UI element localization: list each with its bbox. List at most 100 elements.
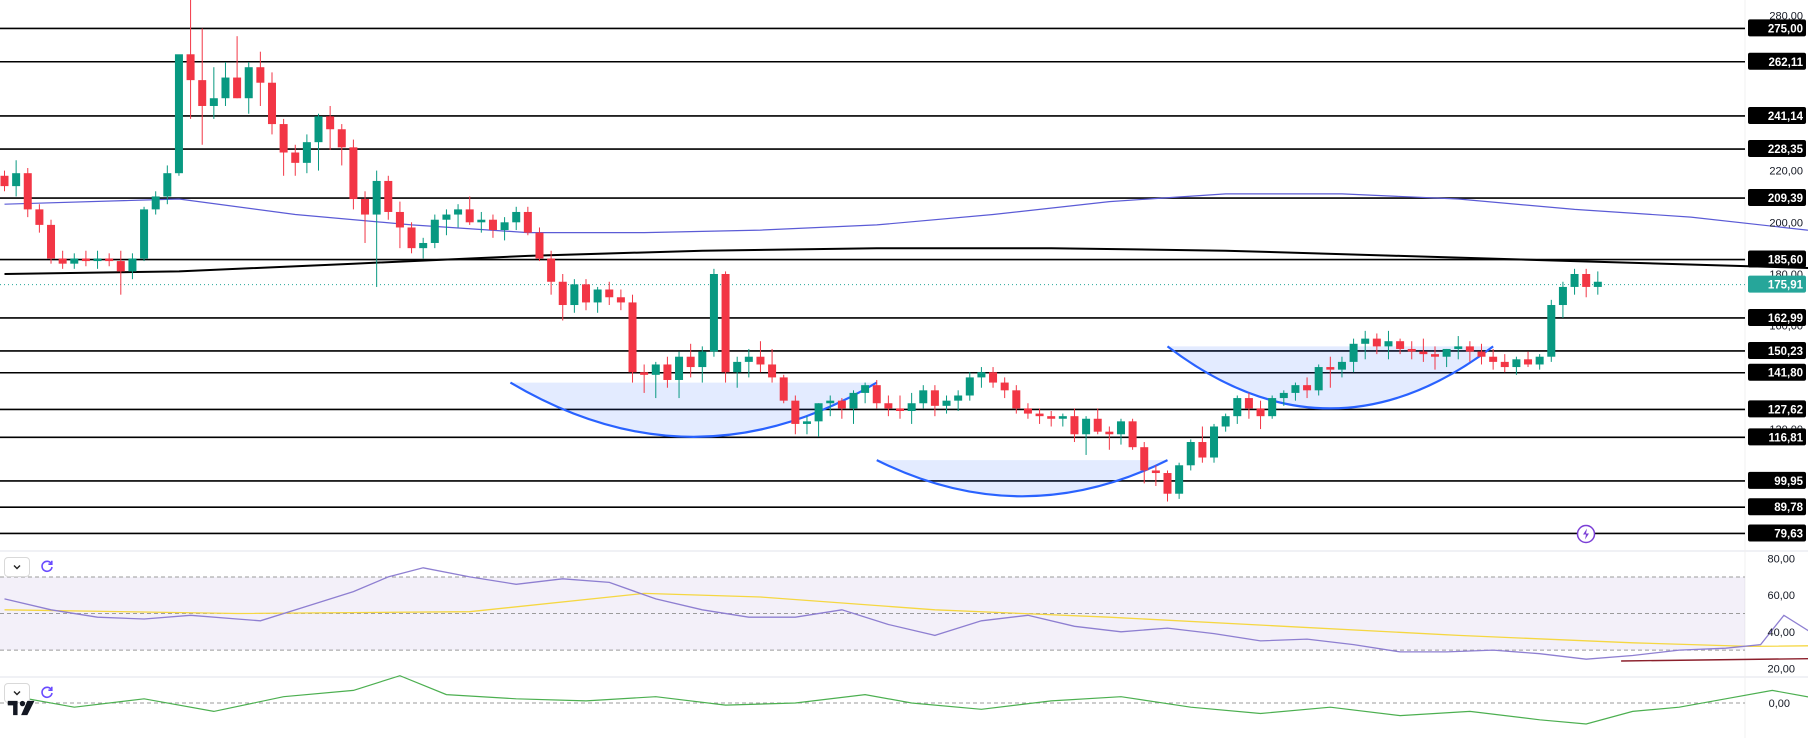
level-label: 262,11	[1768, 57, 1803, 69]
level-label: 275,00	[1768, 23, 1803, 35]
candle-body	[617, 297, 625, 302]
candle-body	[1373, 339, 1381, 347]
level-label: 99,95	[1774, 476, 1803, 488]
candle	[780, 375, 788, 403]
candle-body	[1059, 416, 1067, 419]
last-price-label: 175,91	[1768, 280, 1804, 292]
candle-body	[431, 220, 439, 243]
candle-body	[838, 401, 846, 409]
level-label: 241,14	[1768, 111, 1804, 123]
candle-body	[152, 196, 160, 209]
candle-body	[1443, 349, 1451, 357]
candle-body	[1245, 398, 1253, 408]
candle-body	[1478, 352, 1486, 357]
candle-body	[698, 352, 706, 368]
candle-body	[1396, 341, 1404, 349]
candle-body	[1175, 465, 1183, 493]
candle-body	[1338, 362, 1346, 370]
oscillator-tick-label: 0,00	[1769, 698, 1790, 710]
candle-body	[70, 258, 78, 263]
candle-body	[442, 215, 450, 220]
candle-body	[210, 98, 218, 106]
candle-body	[105, 258, 113, 261]
level-label: 228,35	[1768, 144, 1804, 156]
candle-body	[1361, 339, 1369, 344]
candle-body	[291, 153, 299, 163]
candle-body	[59, 258, 67, 263]
refresh-indicator-button-2[interactable]	[37, 683, 57, 701]
candle-body	[268, 83, 276, 124]
candle-body	[349, 147, 357, 199]
candle-body	[1105, 432, 1113, 435]
candle-body	[780, 377, 788, 400]
candle-body	[94, 258, 102, 261]
rsi-tick-label: 20,00	[1767, 663, 1795, 675]
candle-body	[175, 54, 183, 173]
candle-body	[1012, 390, 1020, 408]
candle-body	[1222, 416, 1230, 426]
candle-body	[1140, 447, 1148, 470]
candle-body	[1489, 357, 1497, 362]
candle-body	[187, 54, 195, 80]
candle-body	[908, 403, 916, 411]
candle-body	[547, 258, 555, 281]
candle-body	[745, 357, 753, 362]
refresh-icon	[39, 684, 55, 700]
candle	[629, 295, 637, 383]
candle-body	[733, 362, 741, 372]
candle-body	[1280, 393, 1288, 398]
candle-body	[501, 222, 509, 230]
candle-body	[303, 142, 311, 163]
candle-body	[1454, 346, 1462, 349]
candle-body	[989, 372, 997, 382]
candle-body	[163, 173, 171, 196]
candle-body	[12, 173, 20, 186]
candle-body	[756, 357, 764, 365]
chevron-down-icon	[11, 561, 23, 573]
lightning-icon[interactable]	[1576, 524, 1596, 544]
candle-body	[396, 212, 404, 228]
candle-body	[663, 364, 671, 380]
candle-body	[256, 67, 264, 83]
candle-body	[1094, 419, 1102, 432]
candle-body	[826, 401, 834, 404]
candle-body	[326, 116, 334, 129]
candle-body	[582, 284, 590, 302]
level-label: 150,23	[1768, 346, 1803, 358]
refresh-icon	[39, 558, 55, 574]
candle-body	[338, 129, 346, 147]
candle-body	[1303, 385, 1311, 390]
candle-body	[1047, 416, 1055, 419]
candle-body	[373, 181, 381, 215]
candle-body	[687, 357, 695, 367]
refresh-indicator-button[interactable]	[37, 557, 57, 575]
candle-body	[35, 209, 43, 225]
candle-body	[954, 395, 962, 400]
tradingview-logo	[6, 697, 38, 719]
candle-body	[815, 403, 823, 421]
candle	[349, 140, 357, 210]
candle-body	[1257, 408, 1265, 416]
candle	[140, 207, 148, 261]
level-label: 127,62	[1768, 404, 1803, 416]
collapse-pane-button[interactable]	[4, 557, 30, 577]
candle-body	[768, 364, 776, 377]
candle-body	[1512, 359, 1520, 367]
candle-body	[315, 116, 323, 142]
candle-body	[466, 209, 474, 222]
candle-body	[1350, 344, 1358, 362]
candle-body	[873, 385, 881, 403]
candle-body	[640, 372, 648, 375]
candle-body	[943, 401, 951, 406]
candle-body	[652, 364, 660, 374]
candle-body	[128, 258, 136, 271]
candle-body	[884, 403, 892, 408]
candle-body	[1571, 274, 1579, 287]
candle-body	[1036, 414, 1044, 417]
level-label: 116,81	[1768, 432, 1803, 444]
candle-body	[559, 282, 567, 305]
candle-body	[1187, 442, 1195, 465]
candle-body	[1001, 383, 1009, 391]
